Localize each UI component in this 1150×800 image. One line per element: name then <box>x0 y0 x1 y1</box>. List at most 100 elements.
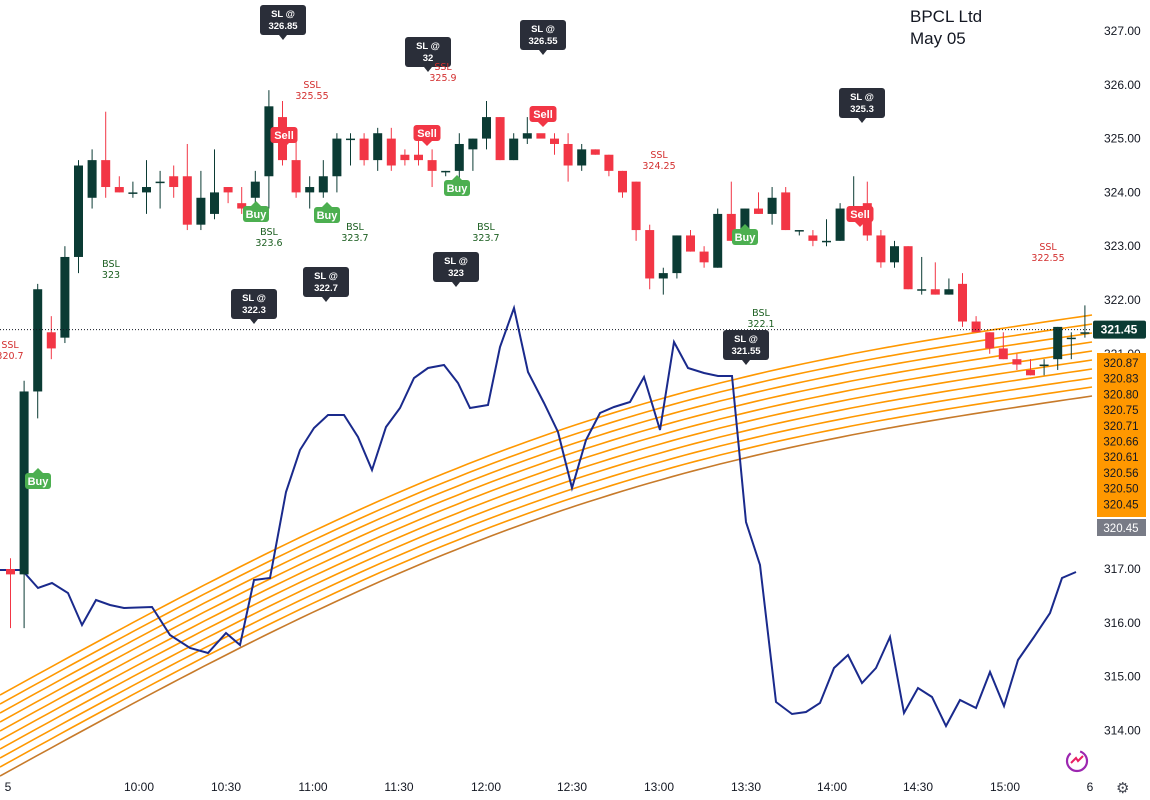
candle[interactable] <box>998 332 1008 360</box>
buy-marker[interactable]: Buy <box>243 201 269 222</box>
settings-gear-icon[interactable]: ⚙ <box>1116 780 1130 797</box>
candle[interactable] <box>155 170 165 209</box>
candle[interactable] <box>563 133 573 182</box>
candle[interactable] <box>346 133 355 166</box>
candle[interactable] <box>577 143 587 171</box>
candle[interactable] <box>550 133 559 155</box>
buy-marker[interactable]: Buy <box>444 175 470 196</box>
sl-marker[interactable]: SL @322.3 <box>231 289 277 324</box>
candle[interactable] <box>6 558 15 629</box>
candle[interactable] <box>60 246 70 344</box>
candle[interactable] <box>658 267 668 295</box>
sell-marker[interactable]: Sell <box>846 206 874 227</box>
tradingview-logo-icon[interactable] <box>1064 748 1090 774</box>
candle[interactable] <box>291 138 301 198</box>
candle[interactable] <box>264 90 274 209</box>
sell-marker[interactable]: Sell <box>270 127 298 148</box>
candle[interactable] <box>1066 332 1076 360</box>
sl-marker[interactable]: SL @322.7 <box>303 267 349 302</box>
candle[interactable] <box>468 138 478 171</box>
candle[interactable] <box>87 149 97 209</box>
candle[interactable] <box>509 133 519 161</box>
candle[interactable] <box>1026 359 1035 376</box>
candle[interactable] <box>522 117 532 144</box>
candle[interactable] <box>482 100 491 150</box>
candle[interactable] <box>373 127 383 171</box>
candle[interactable] <box>46 316 56 360</box>
candle[interactable] <box>781 187 791 231</box>
sell-marker[interactable]: Sell <box>529 106 557 127</box>
candle[interactable] <box>101 111 111 198</box>
candle[interactable] <box>971 316 981 333</box>
ssl-marker[interactable]: SSL320.7 <box>0 340 24 362</box>
candle[interactable] <box>618 170 627 198</box>
buy-marker[interactable]: Buy <box>732 224 758 245</box>
candle[interactable] <box>359 133 369 166</box>
candle[interactable] <box>1012 353 1022 370</box>
candle[interactable] <box>400 149 410 166</box>
buy-marker[interactable]: Buy <box>25 468 51 489</box>
candle[interactable] <box>835 203 845 241</box>
candle[interactable] <box>917 256 927 295</box>
x-axis[interactable]: 5 10:00 10:30 11:00 11:30 12:00 12:30 13:00 13:3… <box>5 780 1094 794</box>
sell-marker[interactable]: Sell <box>413 125 441 146</box>
sl-marker[interactable]: SL @32 <box>405 37 451 72</box>
candle[interactable] <box>808 230 818 247</box>
candle[interactable] <box>128 181 138 198</box>
candle[interactable] <box>794 230 804 236</box>
candle[interactable] <box>495 117 505 161</box>
candle[interactable] <box>19 380 29 629</box>
candle[interactable] <box>332 133 342 193</box>
candle[interactable] <box>767 187 777 225</box>
candle[interactable] <box>944 278 954 295</box>
candle[interactable] <box>237 187 247 214</box>
candle[interactable] <box>1080 305 1090 338</box>
candle[interactable] <box>876 230 886 268</box>
candle[interactable] <box>305 176 315 209</box>
candle[interactable] <box>536 133 546 139</box>
candle[interactable] <box>672 235 682 279</box>
candle[interactable] <box>1053 326 1063 370</box>
candle[interactable] <box>985 332 995 354</box>
sl-marker[interactable]: SL @325.3 <box>839 88 885 123</box>
candle[interactable] <box>754 192 763 214</box>
candle[interactable] <box>386 127 396 171</box>
candle[interactable] <box>318 160 328 198</box>
candle[interactable] <box>645 224 655 290</box>
candle[interactable] <box>427 149 437 188</box>
sl-marker[interactable]: SL @323 <box>433 252 479 287</box>
candle[interactable] <box>930 262 940 295</box>
candle[interactable] <box>196 170 206 231</box>
candle[interactable] <box>210 149 219 220</box>
candle[interactable] <box>441 170 451 177</box>
candle[interactable] <box>726 181 736 241</box>
candle[interactable] <box>1039 359 1049 376</box>
y-axis[interactable]: 327.00 326.00 325.00 324.00 323.00 322.00 321.… <box>1093 24 1146 737</box>
sl-marker[interactable]: SL @321.55 <box>723 330 769 365</box>
sl-marker[interactable]: SL @326.55 <box>520 20 566 55</box>
candle[interactable] <box>142 160 151 214</box>
candle[interactable] <box>223 187 233 204</box>
candle[interactable] <box>114 176 124 193</box>
candle[interactable] <box>699 246 709 268</box>
candle[interactable] <box>604 154 614 177</box>
candle[interactable] <box>686 230 695 252</box>
candle[interactable] <box>33 283 43 419</box>
candle[interactable] <box>713 208 723 268</box>
candle[interactable] <box>822 219 831 247</box>
candle[interactable] <box>890 240 899 268</box>
candle[interactable] <box>631 181 641 241</box>
candle[interactable] <box>958 273 967 327</box>
candle[interactable] <box>182 143 192 231</box>
candle[interactable] <box>903 246 913 290</box>
candle[interactable] <box>169 165 179 198</box>
